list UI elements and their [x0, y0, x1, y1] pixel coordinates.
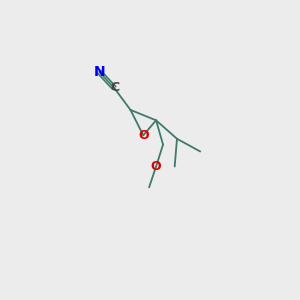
Text: O: O — [138, 129, 148, 142]
Text: O: O — [151, 160, 161, 173]
Text: C: C — [111, 82, 120, 94]
Text: N: N — [93, 65, 105, 79]
